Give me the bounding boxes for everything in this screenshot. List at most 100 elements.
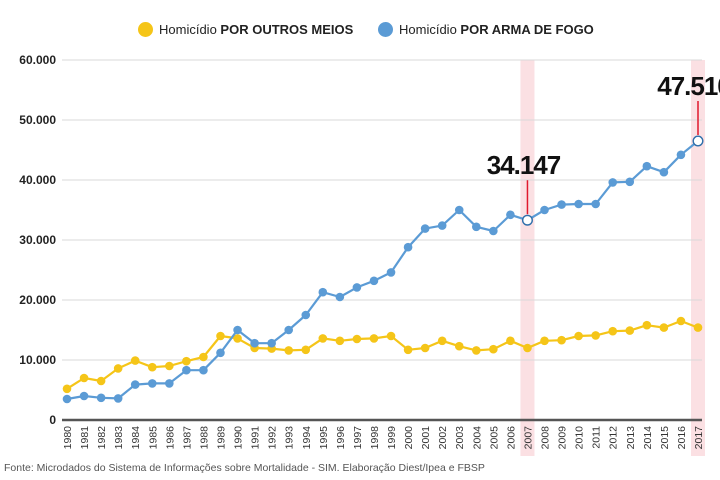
- data-point: [216, 331, 225, 341]
- x-tick-label: 2007: [522, 426, 534, 450]
- data-point: [659, 167, 669, 177]
- y-tick-label: 10.000: [19, 353, 56, 367]
- x-tick-label: 2010: [574, 426, 586, 450]
- x-tick-label: 1980: [62, 426, 74, 450]
- data-point: [233, 334, 242, 343]
- x-tick-label: 1992: [267, 426, 279, 450]
- legend-item-arma-de-fogo: Homicídio POR ARMA DE FOGO: [378, 22, 594, 37]
- data-point: [506, 336, 515, 346]
- data-point: [523, 343, 532, 353]
- data-point: [437, 221, 447, 230]
- x-tick-label: 1995: [318, 426, 330, 450]
- data-point: [182, 356, 191, 366]
- x-tick-label: 1990: [233, 426, 245, 450]
- highlight-band: [691, 60, 705, 456]
- legend-bold: POR OUTROS MEIOS: [220, 22, 354, 37]
- data-point: [591, 331, 600, 340]
- callout-label: 34.147: [487, 150, 561, 180]
- data-point: [199, 365, 208, 375]
- data-point: [165, 379, 174, 388]
- x-tick-label: 2011: [591, 426, 603, 449]
- legend-item-outros-meios: Homicídio POR OUTROS MEIOS: [138, 22, 353, 37]
- callout-label: 47.510: [657, 71, 720, 101]
- data-point: [489, 344, 498, 354]
- data-point: [540, 205, 549, 215]
- data-point: [471, 346, 481, 355]
- data-point: [369, 334, 379, 343]
- data-point: [96, 393, 106, 403]
- legend-dot-arma-de-fogo: [378, 22, 393, 37]
- x-tick-label: 2008: [540, 426, 552, 450]
- x-tick-label: 1983: [113, 426, 125, 450]
- x-tick-label: 2017: [693, 426, 705, 450]
- x-tick-label: 1981: [79, 426, 91, 450]
- highlight-band: [520, 60, 535, 456]
- data-point: [693, 323, 703, 332]
- data-point: [489, 226, 498, 236]
- x-tick-label: 2003: [454, 426, 466, 450]
- source-note: Fonte: Microdados do Sistema de Informaç…: [4, 462, 485, 474]
- data-point: [625, 177, 635, 187]
- data-point: [267, 338, 276, 348]
- data-point: [79, 373, 89, 383]
- x-tick-label: 2016: [676, 426, 688, 450]
- data-point: [318, 334, 328, 343]
- data-point: [301, 345, 311, 355]
- x-tick-label: 2001: [420, 426, 432, 450]
- data-point: [216, 348, 225, 358]
- data-point: [182, 365, 191, 375]
- data-point: [659, 323, 669, 332]
- data-point: [250, 338, 259, 348]
- data-point: [608, 178, 618, 187]
- x-tick-label: 1987: [181, 426, 193, 450]
- data-point: [642, 161, 652, 171]
- data-point: [420, 343, 430, 353]
- x-tick-label: 2015: [659, 426, 671, 450]
- legend-prefix: Homicídio: [399, 22, 461, 37]
- data-point: [147, 379, 157, 388]
- x-tick-label: 1982: [96, 426, 108, 450]
- highlight-point: [692, 135, 704, 147]
- data-point: [318, 287, 328, 297]
- data-point: [284, 325, 294, 335]
- legend-label-outros-meios: Homicídio POR OUTROS MEIOS: [159, 22, 353, 37]
- data-point: [96, 376, 106, 386]
- data-point: [335, 336, 345, 346]
- x-tick-label: 1994: [301, 426, 313, 450]
- data-point: [420, 224, 430, 233]
- highlight-point: [521, 214, 533, 226]
- x-tick-label: 2006: [505, 426, 517, 450]
- data-point: [676, 150, 686, 160]
- data-point: [506, 210, 515, 220]
- x-tick-label: 1984: [130, 426, 142, 450]
- legend-prefix: Homicídio: [159, 22, 221, 37]
- data-point: [352, 283, 362, 292]
- x-tick-label: 1993: [284, 426, 296, 450]
- data-point: [147, 362, 157, 372]
- data-point: [676, 316, 686, 326]
- data-point: [471, 222, 481, 232]
- data-point: [130, 356, 140, 365]
- legend-label-arma-de-fogo: Homicídio POR ARMA DE FOGO: [399, 22, 594, 37]
- data-point: [454, 205, 464, 215]
- data-point: [403, 345, 413, 355]
- y-tick-label: 40.000: [19, 173, 56, 187]
- legend-bold: POR ARMA DE FOGO: [460, 22, 594, 37]
- data-point: [113, 364, 123, 373]
- data-point: [574, 331, 583, 341]
- data-point: [165, 361, 174, 371]
- data-point: [557, 200, 566, 209]
- data-point: [199, 352, 208, 362]
- x-tick-label: 2005: [488, 426, 500, 450]
- x-tick-label: 1988: [198, 426, 210, 450]
- data-point: [403, 242, 413, 252]
- data-point: [284, 346, 294, 355]
- x-tick-label: 1986: [164, 426, 176, 450]
- data-point: [130, 380, 140, 389]
- series-line: [66, 319, 699, 390]
- x-tick-label: 2000: [403, 426, 415, 450]
- data-point: [540, 336, 549, 346]
- data-point: [574, 199, 583, 209]
- y-tick-label: 0: [49, 413, 56, 427]
